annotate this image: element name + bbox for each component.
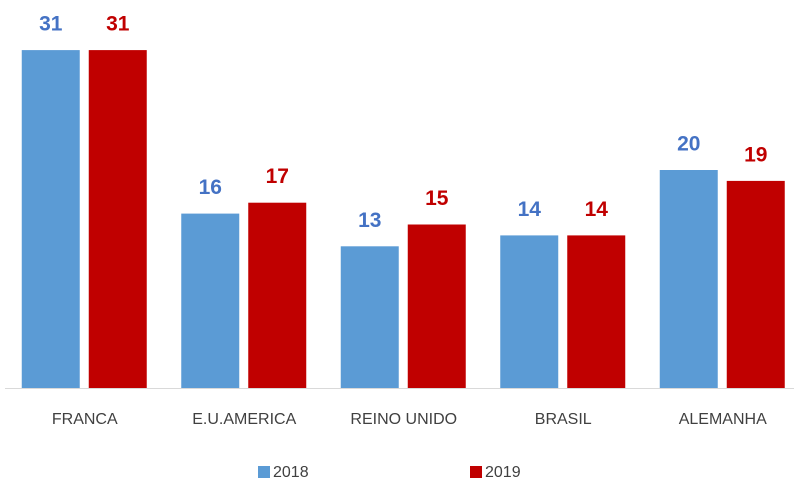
bar <box>21 50 80 388</box>
data-label: 31 <box>106 13 130 36</box>
bar <box>659 170 718 388</box>
bar <box>407 224 466 388</box>
x-tick-label: FRANCA <box>52 411 118 428</box>
legend-swatch <box>258 466 270 478</box>
x-tick-label: REINO UNIDO <box>350 411 457 428</box>
data-label: 19 <box>744 143 767 166</box>
bar <box>726 180 785 388</box>
x-tick-label: E.U.AMERICA <box>192 411 296 428</box>
data-label: 15 <box>425 187 449 210</box>
bar <box>88 50 147 388</box>
x-tick-label: ALEMANHA <box>679 411 767 428</box>
data-label: 17 <box>266 165 289 188</box>
x-tick-label: BRASIL <box>535 411 592 428</box>
bar <box>567 235 626 388</box>
bar <box>340 246 399 388</box>
data-label: 20 <box>677 133 700 156</box>
legend-label: 2019 <box>485 464 521 481</box>
bar <box>181 213 240 388</box>
bar <box>500 235 559 388</box>
data-label: 14 <box>518 198 542 221</box>
data-label: 16 <box>199 176 222 199</box>
legend-swatch <box>470 466 482 478</box>
data-label: 14 <box>585 198 609 221</box>
data-label: 31 <box>39 13 63 36</box>
bar <box>248 202 307 388</box>
data-label: 13 <box>358 209 381 232</box>
legend-label: 2018 <box>273 464 309 481</box>
